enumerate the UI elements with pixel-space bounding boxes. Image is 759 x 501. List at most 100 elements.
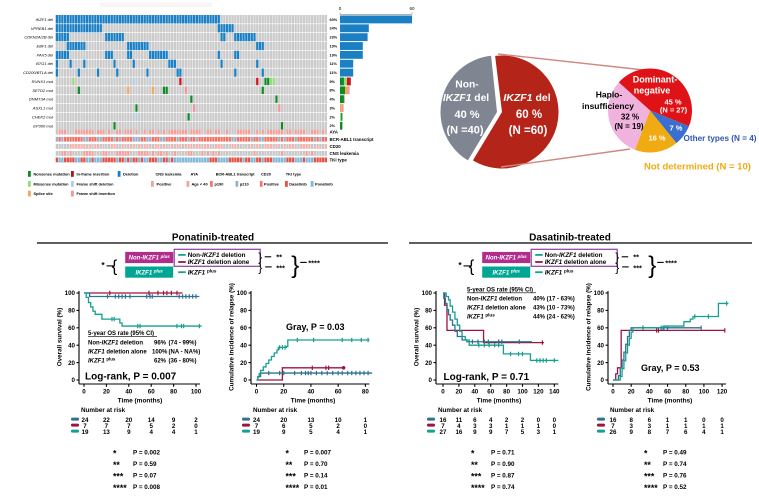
svg-text:**: **	[633, 252, 639, 261]
svg-text:40: 40	[68, 342, 75, 349]
svg-text:40: 40	[240, 342, 247, 349]
svg-text:P = 0.87: P = 0.87	[491, 473, 515, 480]
svg-text:3: 3	[537, 429, 541, 436]
svg-text:26: 26	[610, 429, 617, 436]
svg-text:9: 9	[127, 429, 131, 436]
svg-text:19: 19	[82, 429, 89, 436]
svg-text:100: 100	[594, 290, 605, 297]
svg-text:16 %: 16 %	[648, 134, 665, 143]
svg-text:*: *	[458, 260, 462, 270]
svg-text:20: 20	[455, 389, 462, 396]
svg-text:0: 0	[720, 417, 724, 424]
svg-text:1: 1	[684, 423, 688, 430]
svg-text:P = 0.07: P = 0.07	[133, 473, 157, 480]
svg-text:5-year OS rate (95% CI): 5-year OS rate (95% CI)	[88, 331, 154, 337]
svg-text:*: *	[113, 449, 117, 459]
svg-text:80: 80	[240, 308, 247, 315]
svg-text:Dasatinib: Dasatinib	[289, 181, 307, 186]
svg-text:20: 20	[68, 360, 75, 367]
svg-text:P = 0.59: P = 0.59	[133, 461, 157, 468]
svg-text:BCR-ABL1 transcript: BCR-ABL1 transcript	[216, 171, 256, 176]
svg-text:CNS leukemia: CNS leukemia	[330, 151, 360, 156]
svg-text:100%: 100%	[152, 350, 168, 356]
svg-text:Non-IKZF1 deletion: Non-IKZF1 deletion	[545, 252, 603, 259]
svg-text:4: 4	[489, 417, 493, 424]
svg-text:1: 1	[194, 429, 198, 436]
svg-text:Positive: Positive	[157, 181, 173, 186]
svg-text:Gray, P = 0.03: Gray, P = 0.03	[286, 322, 344, 332]
svg-text:0: 0	[255, 389, 259, 396]
svg-text:20: 20	[425, 360, 432, 367]
svg-text:Splice site: Splice site	[34, 191, 54, 196]
svg-text:80: 80	[68, 308, 75, 315]
svg-text:insufficiency: insufficiency	[582, 101, 634, 111]
svg-text:}: }	[258, 250, 262, 264]
svg-text:4: 4	[702, 429, 706, 436]
svg-text:1: 1	[364, 417, 368, 424]
svg-text:0: 0	[553, 417, 557, 424]
svg-text:*: *	[286, 449, 290, 459]
svg-text:5-year OS rate (95% CI): 5-year OS rate (95% CI)	[467, 288, 533, 294]
svg-text:60: 60	[425, 325, 432, 332]
svg-text:60: 60	[487, 389, 494, 396]
svg-text:P = 0.002: P = 0.002	[133, 450, 161, 457]
svg-text:Non-IKZF1 deletion: Non-IKZF1 deletion	[467, 297, 522, 303]
svg-text:80: 80	[170, 389, 177, 396]
svg-text:****: ****	[665, 259, 677, 268]
svg-text:40: 40	[471, 389, 478, 396]
svg-text:60: 60	[68, 325, 75, 332]
svg-text:CDKN2A/2B del: CDKN2A/2B del	[24, 35, 53, 40]
svg-text:AYA: AYA	[330, 130, 339, 135]
svg-text:Cumulative incidence of relaps: Cumulative incidence of relapse (%)	[586, 283, 593, 391]
svg-text:4: 4	[149, 429, 153, 436]
svg-text:Non-IKZF1 deletion: Non-IKZF1 deletion	[88, 341, 143, 347]
svg-text:8: 8	[629, 417, 633, 424]
svg-text:20: 20	[628, 389, 635, 396]
svg-text:9: 9	[489, 429, 493, 436]
svg-text:IKZF1 deletion alone: IKZF1 deletion alone	[188, 259, 250, 266]
svg-text:Missense mutation: Missense mutation	[34, 181, 70, 186]
svg-text:32 %: 32 %	[621, 113, 639, 122]
svg-text:***: ***	[644, 472, 655, 482]
svg-text:24: 24	[82, 417, 89, 424]
svg-text:0: 0	[601, 377, 605, 384]
svg-text:100: 100	[517, 389, 528, 396]
svg-text:Time (months): Time (months)	[648, 398, 693, 405]
svg-text:IKZF1 deletion alone: IKZF1 deletion alone	[467, 306, 526, 312]
svg-text:24: 24	[253, 417, 260, 424]
svg-text:2: 2	[172, 423, 176, 430]
svg-text:5: 5	[521, 429, 525, 436]
svg-text:10: 10	[335, 417, 342, 424]
svg-text:19%: 19%	[330, 44, 338, 48]
svg-text:Log-rank, P = 0.007: Log-rank, P = 0.007	[85, 372, 177, 383]
svg-text:23%: 23%	[330, 36, 338, 40]
svg-text:(N =60): (N =60)	[509, 125, 548, 137]
svg-text:20: 20	[240, 360, 247, 367]
svg-text:1: 1	[684, 417, 688, 424]
svg-text:In-frame insertion: In-frame insertion	[77, 171, 110, 176]
svg-text:40: 40	[646, 389, 653, 396]
svg-text:1: 1	[666, 417, 670, 424]
svg-text:IKZF1 plus: IKZF1 plus	[545, 269, 574, 277]
svg-text:8%: 8%	[330, 89, 336, 93]
svg-text:6: 6	[648, 417, 652, 424]
svg-text:45 %: 45 %	[664, 98, 681, 107]
svg-text:0: 0	[72, 377, 76, 384]
svg-text:16: 16	[610, 417, 617, 424]
svg-text:120: 120	[717, 389, 728, 396]
svg-text:3: 3	[489, 423, 493, 430]
svg-text:IKZF1 del: IKZF1 del	[443, 93, 489, 104]
svg-text:0: 0	[82, 389, 86, 396]
svg-text:{: {	[469, 257, 475, 276]
svg-text:24%: 24%	[330, 27, 338, 31]
svg-text:1: 1	[521, 423, 525, 430]
svg-text:}: }	[615, 260, 619, 274]
svg-text:80: 80	[362, 389, 369, 396]
svg-text:IKZF1 del: IKZF1 del	[36, 17, 53, 22]
svg-text:1: 1	[505, 423, 509, 430]
svg-text:40: 40	[597, 342, 604, 349]
svg-text:Time (months): Time (months)	[291, 398, 336, 405]
svg-text:3: 3	[473, 423, 477, 430]
svg-text:EBF1 del: EBF1 del	[37, 44, 54, 49]
svg-text:TKI type: TKI type	[330, 157, 348, 162]
